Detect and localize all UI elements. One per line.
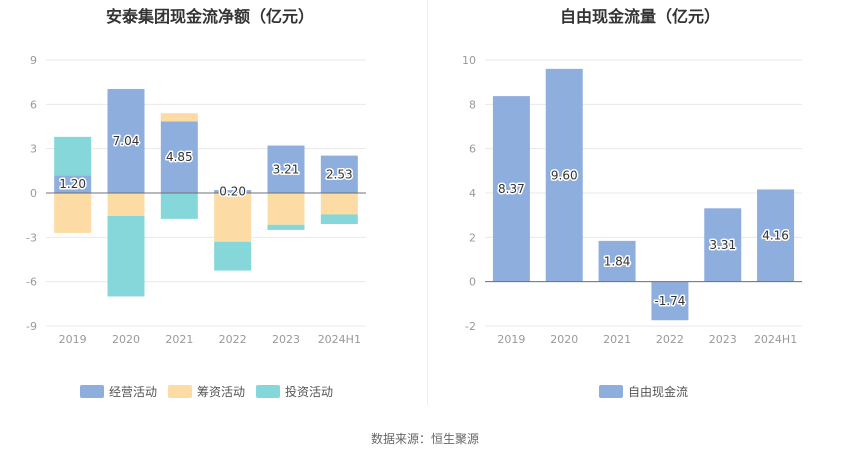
right-bar-1 <box>545 68 583 282</box>
left-x-tick-label: 2019 <box>59 333 87 346</box>
left-bar-1 <box>267 145 305 193</box>
right-bar-1 <box>704 208 742 282</box>
left-legend-label: 投资活动 <box>285 384 333 399</box>
left-data-label: 7.04 <box>113 134 140 148</box>
right-data-label: -1.74 <box>654 294 685 308</box>
right-x-tick-label: 2023 <box>709 333 737 346</box>
left-data-label: 2.53 <box>326 167 353 181</box>
left-y-tick-label: -6 <box>26 276 37 289</box>
left-y-tick-label: 0 <box>30 187 37 200</box>
right-bar-1 <box>651 281 689 321</box>
right-y-tick-label: 2 <box>469 231 476 244</box>
left-legend-swatch <box>80 385 104 398</box>
left-y-tick-label: -3 <box>26 231 37 244</box>
left-y-tick-label: 3 <box>30 143 37 156</box>
right-legend-swatch <box>599 385 623 398</box>
right-x-tick-label: 2019 <box>497 333 525 346</box>
left-bar-3 <box>267 224 305 230</box>
left-bar-3 <box>107 215 145 297</box>
right-data-label: 9.60 <box>551 168 578 182</box>
right-data-label: 1.84 <box>604 254 631 268</box>
right-x-tick-label: 2020 <box>550 333 578 346</box>
right-x-tick-label: 2024H1 <box>754 333 797 346</box>
left-bar-1 <box>54 175 92 193</box>
left-bar-1 <box>320 155 358 193</box>
left-data-label: 3.21 <box>273 162 300 176</box>
right-y-tick-label: 0 <box>469 276 476 289</box>
right-bar-1 <box>757 189 795 282</box>
left-bar-3 <box>214 241 252 271</box>
left-y-tick-label: 6 <box>30 98 37 111</box>
right-x-tick-label: 2022 <box>656 333 684 346</box>
right-y-tick-label: 4 <box>469 187 476 200</box>
right-data-label: 3.31 <box>709 238 736 252</box>
left-bar-1 <box>160 121 198 193</box>
left-bar-2 <box>160 113 198 122</box>
data-source-note: 数据来源：恒生聚源 <box>370 432 479 446</box>
left-y-tick-label: -9 <box>26 320 37 333</box>
left-bar-2 <box>267 193 305 225</box>
left-x-tick-label: 2021 <box>165 333 193 346</box>
left-legend-swatch <box>256 385 280 398</box>
left-y-tick-label: 9 <box>30 54 37 67</box>
right-bar-1 <box>492 96 530 282</box>
left-bar-3 <box>54 136 92 176</box>
left-legend-label: 筹资活动 <box>197 385 245 399</box>
right-y-tick-label: 8 <box>469 98 476 111</box>
left-bar-2 <box>214 193 252 242</box>
panel-divider <box>427 0 428 405</box>
right-bar-1 <box>598 240 636 282</box>
left-bar-3 <box>320 214 358 225</box>
right-y-tick-label: -2 <box>465 320 476 333</box>
left-data-label: 4.85 <box>166 150 193 164</box>
left-x-tick-label: 2024H1 <box>318 333 361 346</box>
right-y-tick-label: 10 <box>462 54 476 67</box>
right-x-tick-label: 2021 <box>603 333 631 346</box>
left-legend-label: 经营活动 <box>109 385 157 399</box>
right-y-tick-label: 6 <box>469 143 476 156</box>
left-bar-1 <box>214 190 252 193</box>
right-data-label: 8.37 <box>498 182 525 196</box>
left-bar-1 <box>107 88 145 193</box>
left-x-tick-label: 2022 <box>219 333 247 346</box>
left-bar-2 <box>320 193 358 215</box>
left-bar-2 <box>107 193 145 216</box>
left-data-label: 1.20 <box>59 177 86 191</box>
left-data-label: 0.20 <box>219 185 246 199</box>
left-legend-swatch <box>168 385 192 398</box>
left-chart-title: 安泰集团现金流净额（亿元） <box>105 7 314 26</box>
right-data-label: 4.16 <box>762 229 789 243</box>
right-chart-title: 自由现金流量（亿元） <box>559 7 720 26</box>
left-x-tick-label: 2020 <box>112 333 140 346</box>
left-bar-3 <box>160 193 198 219</box>
left-x-tick-label: 2023 <box>272 333 300 346</box>
right-legend-label: 自由现金流 <box>628 384 688 399</box>
left-bar-2 <box>54 193 92 233</box>
